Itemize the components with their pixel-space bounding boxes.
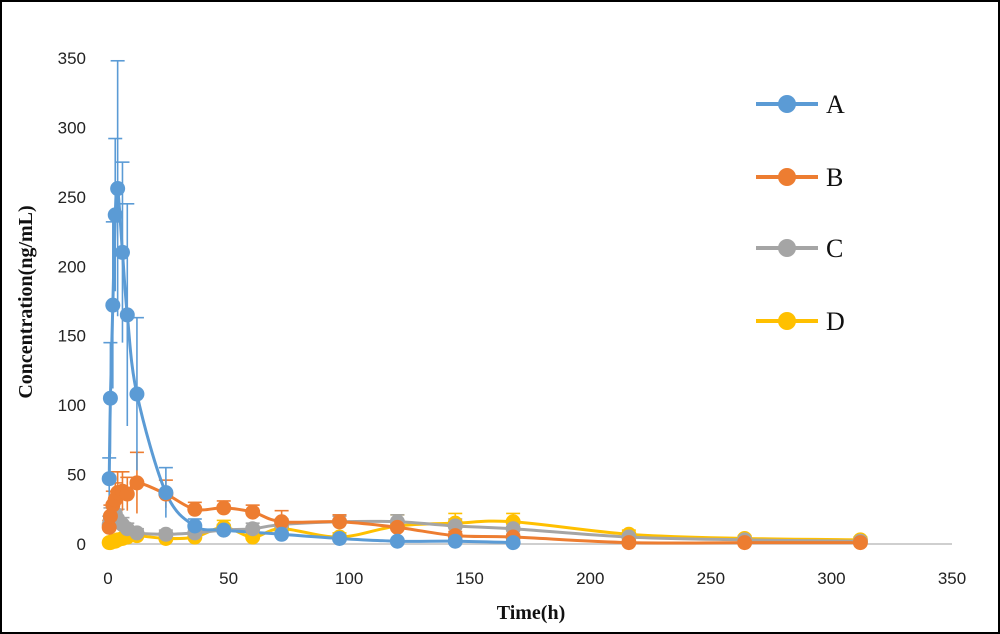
- data-point-b: [216, 500, 232, 516]
- data-point-a: [114, 244, 130, 260]
- data-point-a: [216, 522, 232, 538]
- data-point-b: [274, 514, 290, 530]
- y-tick-label: 250: [58, 188, 86, 207]
- data-point-a: [110, 181, 126, 197]
- data-point-b: [129, 475, 145, 491]
- data-point-a: [129, 386, 145, 402]
- data-point-a: [274, 526, 290, 542]
- y-tick-label: 50: [67, 466, 86, 485]
- y-tick-label: 200: [58, 257, 86, 276]
- data-point-b: [245, 504, 261, 520]
- legend-label-a: A: [826, 90, 845, 119]
- legend-label-c: C: [826, 234, 843, 263]
- legend-marker-c: [778, 239, 796, 257]
- data-point-b: [389, 519, 405, 535]
- data-point-a: [187, 518, 203, 534]
- data-point-a: [105, 297, 121, 313]
- data-point-b: [331, 514, 347, 530]
- series-points: [101, 181, 868, 551]
- x-tick-label: 50: [219, 569, 238, 588]
- legend-marker-d: [778, 312, 796, 330]
- data-point-c: [129, 525, 145, 541]
- y-tick-label: 100: [58, 396, 86, 415]
- data-point-a: [101, 471, 117, 487]
- data-point-c: [245, 521, 261, 537]
- data-point-a: [102, 390, 118, 406]
- data-point-a: [119, 307, 135, 323]
- x-tick-label: 250: [697, 569, 725, 588]
- y-tick-label: 150: [58, 327, 86, 346]
- error-bars: [102, 59, 868, 544]
- data-point-a: [158, 485, 174, 501]
- data-point-b: [101, 519, 117, 535]
- legend-label-d: D: [826, 307, 845, 336]
- x-axis-title: Time(h): [497, 602, 566, 624]
- y-tick-label: 300: [58, 118, 86, 137]
- data-point-a: [389, 533, 405, 549]
- data-point-b: [621, 535, 637, 551]
- legend-marker-a: [778, 95, 796, 113]
- x-tick-label: 200: [576, 569, 604, 588]
- data-point-a: [505, 535, 521, 551]
- data-point-a: [107, 207, 123, 223]
- data-point-c: [158, 526, 174, 542]
- series-lines: [107, 185, 861, 545]
- x-tick-label: 300: [817, 569, 845, 588]
- x-tick-label: 100: [335, 569, 363, 588]
- series-line-a: [107, 185, 514, 545]
- x-tick-label: 350: [938, 569, 966, 588]
- legend: A B C D: [756, 90, 845, 336]
- legend-label-b: B: [826, 163, 843, 192]
- data-point-a: [447, 533, 463, 549]
- data-point-b: [852, 535, 868, 551]
- legend-marker-b: [778, 168, 796, 186]
- x-tick-label: 150: [456, 569, 484, 588]
- data-point-a: [331, 530, 347, 546]
- y-tick-label: 350: [58, 49, 86, 68]
- data-point-b: [737, 535, 753, 551]
- data-point-b: [187, 501, 203, 517]
- data-point-b: [119, 486, 135, 502]
- x-tick-label: 0: [103, 569, 112, 588]
- y-axis-title: Concentration(ng/mL): [15, 205, 37, 398]
- y-tick-label: 0: [77, 535, 86, 554]
